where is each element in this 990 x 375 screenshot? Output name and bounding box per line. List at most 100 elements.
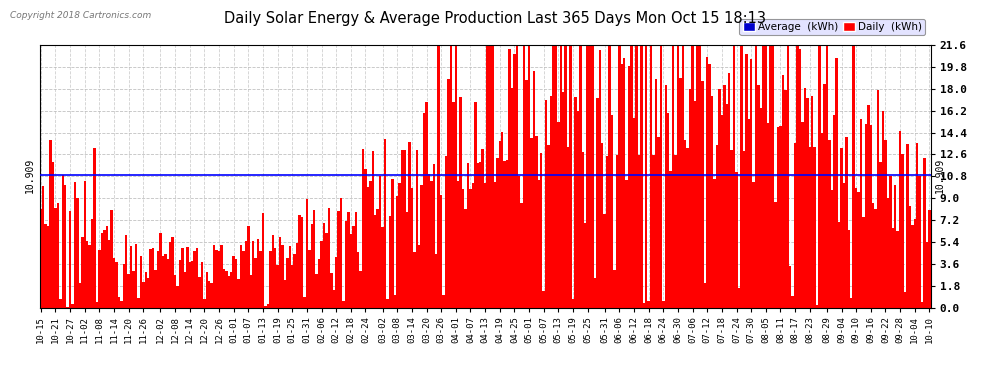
Bar xyxy=(596,98,599,308)
Bar xyxy=(806,98,809,308)
Bar xyxy=(506,160,508,308)
Bar xyxy=(128,274,130,308)
Bar xyxy=(454,46,457,308)
Bar xyxy=(254,258,256,308)
Bar xyxy=(855,188,857,308)
Bar xyxy=(133,271,135,308)
Bar xyxy=(259,251,261,308)
Bar xyxy=(145,272,147,308)
Bar xyxy=(115,262,118,308)
Bar xyxy=(816,305,819,308)
Bar xyxy=(171,237,174,308)
Bar xyxy=(496,158,499,308)
Bar xyxy=(742,151,745,308)
Bar xyxy=(896,231,899,308)
Bar xyxy=(549,96,552,308)
Bar xyxy=(76,198,78,308)
Legend: Average  (kWh), Daily  (kWh): Average (kWh), Daily (kWh) xyxy=(740,19,926,35)
Bar xyxy=(769,46,772,308)
Bar xyxy=(349,234,352,308)
Bar xyxy=(892,228,894,308)
Bar xyxy=(914,219,916,308)
Bar xyxy=(151,248,154,308)
Bar xyxy=(531,138,533,308)
Bar xyxy=(276,265,279,308)
Bar xyxy=(218,251,220,308)
Bar xyxy=(699,46,701,308)
Bar xyxy=(681,46,684,308)
Bar xyxy=(408,142,411,308)
Bar xyxy=(576,111,579,308)
Bar xyxy=(91,219,93,308)
Bar xyxy=(819,46,821,308)
Bar xyxy=(591,46,594,308)
Bar xyxy=(929,210,931,308)
Bar xyxy=(235,259,238,308)
Bar xyxy=(161,256,164,307)
Bar xyxy=(296,243,298,308)
Bar xyxy=(916,142,919,308)
Bar xyxy=(233,256,235,307)
Bar xyxy=(645,46,647,308)
Bar xyxy=(431,182,433,308)
Bar xyxy=(691,46,694,308)
Bar xyxy=(911,225,914,308)
Bar xyxy=(662,301,664,307)
Bar xyxy=(921,302,924,307)
Bar xyxy=(779,126,782,308)
Bar xyxy=(345,221,347,308)
Bar xyxy=(83,182,86,308)
Bar xyxy=(586,46,589,308)
Bar xyxy=(447,80,449,308)
Bar xyxy=(45,224,47,308)
Bar xyxy=(238,279,240,308)
Bar xyxy=(394,296,396,307)
Bar xyxy=(364,170,366,308)
Bar xyxy=(741,46,742,308)
Bar xyxy=(198,277,201,308)
Bar xyxy=(130,246,133,308)
Bar xyxy=(301,217,303,308)
Bar xyxy=(143,282,145,308)
Bar xyxy=(179,260,181,308)
Bar xyxy=(862,217,864,308)
Bar xyxy=(59,299,61,307)
Bar xyxy=(649,46,652,308)
Bar xyxy=(594,278,596,308)
Bar xyxy=(169,242,171,308)
Bar xyxy=(50,140,51,308)
Bar xyxy=(40,209,42,308)
Bar xyxy=(552,46,554,308)
Bar xyxy=(479,162,481,308)
Bar xyxy=(787,46,789,308)
Bar xyxy=(252,241,254,308)
Bar xyxy=(599,50,601,308)
Bar xyxy=(313,210,316,308)
Bar xyxy=(701,81,704,308)
Bar xyxy=(631,46,633,308)
Bar xyxy=(42,186,45,308)
Bar xyxy=(249,274,252,308)
Bar xyxy=(814,147,816,308)
Bar xyxy=(108,240,111,308)
Bar xyxy=(401,150,403,308)
Bar xyxy=(559,46,562,308)
Bar xyxy=(845,137,847,308)
Bar xyxy=(616,155,618,308)
Bar xyxy=(523,46,526,308)
Bar xyxy=(174,275,176,308)
Bar xyxy=(821,133,824,308)
Bar xyxy=(330,273,333,308)
Bar xyxy=(256,238,259,308)
Bar xyxy=(384,139,386,308)
Bar xyxy=(406,211,408,308)
Text: Copyright 2018 Cartronics.com: Copyright 2018 Cartronics.com xyxy=(10,11,151,20)
Bar xyxy=(521,203,523,308)
Bar xyxy=(120,301,123,307)
Bar xyxy=(716,146,718,308)
Bar xyxy=(679,78,681,308)
Bar xyxy=(604,214,606,308)
Bar xyxy=(71,304,74,307)
Bar xyxy=(279,237,281,308)
Bar xyxy=(164,254,166,308)
